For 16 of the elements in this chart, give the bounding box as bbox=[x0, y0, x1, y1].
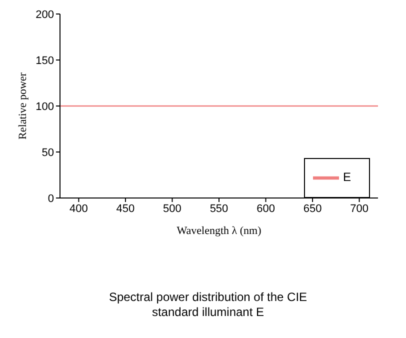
x-tick-label: 600 bbox=[256, 202, 275, 215]
y-tick-label: 150 bbox=[36, 54, 54, 67]
x-tick-label: 500 bbox=[163, 202, 182, 215]
legend-label: E bbox=[342, 170, 351, 184]
y-tick-label: 0 bbox=[48, 192, 54, 205]
y-axis-title: Relative power bbox=[16, 72, 29, 140]
y-tick-label: 50 bbox=[42, 146, 54, 159]
x-tick-label: 700 bbox=[350, 202, 368, 215]
x-tick-label: 650 bbox=[303, 202, 322, 215]
x-tick-label: 450 bbox=[116, 202, 135, 215]
text: Spectral power distribution of the CIE standard illuminant E bbox=[108, 290, 308, 320]
y-tick-label: 200 bbox=[36, 8, 54, 21]
x-tick-label: 550 bbox=[210, 202, 228, 215]
x-tick-label: 400 bbox=[70, 202, 88, 215]
y-tick-label: 100 bbox=[36, 100, 54, 113]
x-axis-title: Wavelength λ (nm) bbox=[176, 225, 262, 237]
